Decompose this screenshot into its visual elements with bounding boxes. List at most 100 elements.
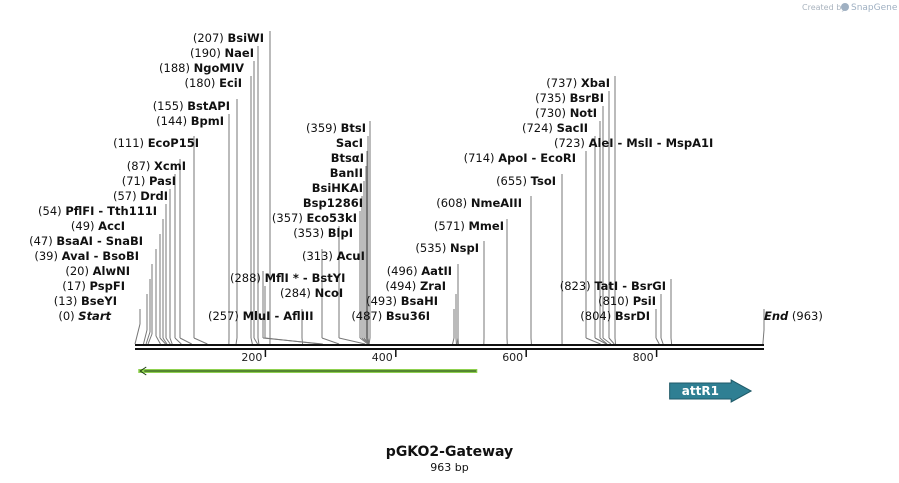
credit-prefix: Created by [802, 3, 846, 12]
site-label[interactable]: (735) BsrBI [535, 91, 604, 105]
site-line [145, 331, 151, 345]
site-line [155, 335, 161, 345]
site-label[interactable]: (737) XbaI [546, 76, 610, 90]
snapgene-credit: Created by SnapGene [802, 3, 898, 13]
site-line [134, 323, 141, 345]
site-label[interactable]: (144) BpmI [156, 114, 224, 128]
site-label[interactable]: (54) PflFI - Tth111I [38, 204, 157, 218]
site-line [585, 337, 601, 345]
site-line [174, 337, 182, 345]
site-line [452, 337, 455, 345]
site-line [359, 337, 369, 345]
site-label[interactable]: SacI [336, 136, 363, 150]
site-label[interactable]: (357) Eco53kI [272, 211, 357, 225]
site-line [159, 337, 167, 345]
site-label[interactable]: (207) BsiWI [193, 31, 264, 45]
plasmid-length: 963 bp [430, 461, 468, 474]
scale-tick-label: 400 [372, 351, 393, 364]
site-label[interactable]: (487) Bsu36I [351, 309, 430, 323]
site-line [660, 337, 664, 345]
site-label[interactable]: (494) ZraI [385, 279, 446, 293]
site-line [169, 337, 173, 345]
site-label[interactable]: (49) AccI [71, 219, 125, 233]
site-line [602, 337, 612, 345]
site-line [594, 337, 607, 345]
site-line [264, 337, 321, 345]
site-labels: (0) Start(13) BseYI(17) PspFI(20) AlwNI(… [29, 31, 823, 323]
site-line [253, 337, 259, 345]
site-line [608, 337, 615, 345]
site-label[interactable]: (39) AvaI - BsoBI [34, 249, 139, 263]
site-label[interactable]: (724) SacII [522, 121, 588, 135]
backbone [135, 344, 764, 350]
site-label[interactable]: (730) NotI [535, 106, 597, 120]
site-label[interactable]: (57) DrdI [113, 189, 168, 203]
site-line [142, 329, 148, 345]
attr1-feature-arrow[interactable]: attR1 [669, 379, 753, 403]
site-label[interactable]: (87) XcmI [127, 159, 186, 173]
features: attR1 [138, 366, 753, 403]
site-label[interactable]: (71) PasI [122, 174, 176, 188]
site-label[interactable]: (284) NcoI [280, 286, 343, 300]
site-label[interactable]: (111) EcoP15I [113, 136, 199, 150]
site-label[interactable]: BtsαI [331, 151, 364, 165]
credit-brand: SnapGene [851, 3, 898, 13]
site-label[interactable]: BsiHKAI [312, 181, 363, 195]
site-label[interactable]: (47) BsaAI - SnaBI [29, 234, 143, 248]
scale-ticks: 200 400 600 800 [241, 350, 658, 364]
site-label[interactable]: (257) MluI - AflIII [208, 309, 314, 323]
site-line [250, 337, 253, 345]
site-line [670, 337, 673, 345]
site-label[interactable]: (180) EciI [185, 76, 243, 90]
site-label[interactable]: (17) PspFI [62, 279, 125, 293]
site-line [162, 337, 168, 345]
site-label[interactable]: (496) AatII [387, 264, 452, 278]
site-label[interactable]: (723) AleI - MslI - MspA1I [554, 136, 713, 150]
site-line [301, 337, 304, 345]
site-label[interactable]: (313) AcuI [302, 249, 365, 263]
site-line [321, 337, 340, 345]
site-line [655, 337, 660, 345]
site-line [147, 333, 153, 345]
site-label[interactable]: (190) NaeI [190, 46, 254, 60]
site-line [193, 337, 208, 345]
site-label[interactable]: (535) NspI [415, 241, 479, 255]
site-line [599, 337, 608, 345]
site-line [762, 329, 765, 345]
site-label[interactable]: (571) MmeI [434, 219, 504, 233]
site-line [235, 337, 238, 345]
reverse-feature-arrow[interactable] [138, 366, 478, 376]
site-label[interactable]: (20) AlwNI [65, 264, 130, 278]
site-line [257, 337, 260, 345]
site-label[interactable]: BanII [330, 166, 363, 180]
site-line [165, 337, 171, 345]
site-label[interactable]: (353) BlpI [293, 226, 353, 240]
scale-tick-label: 600 [502, 351, 523, 364]
site-lines [134, 31, 765, 345]
site-label[interactable]: (359) BtsI [306, 121, 366, 135]
site-line [368, 337, 371, 345]
site-label[interactable]: (155) BstAPI [153, 99, 230, 113]
site-label[interactable]: (823) TatI - BsrGI [560, 279, 666, 293]
site-line [338, 337, 366, 345]
site-label[interactable]: (655) TsoI [496, 174, 556, 188]
site-label[interactable]: (0) Start [58, 309, 111, 323]
site-line [179, 337, 192, 345]
site-label[interactable]: End (963) [764, 309, 823, 323]
site-label[interactable]: (608) NmeAIII [436, 196, 522, 210]
plasmid-title: pGKO2-Gateway [386, 444, 513, 460]
site-label[interactable]: (493) BsaHI [366, 294, 438, 308]
scale-tick-label: 200 [241, 351, 262, 364]
site-label[interactable]: Bsp1286I [303, 196, 363, 210]
site-label[interactable]: (188) NgoMIV [159, 61, 244, 75]
scale-tick-label: 800 [633, 351, 654, 364]
site-line [614, 337, 617, 345]
site-label[interactable]: (288) MflI * - BstYI [230, 271, 345, 285]
snapgene-logo-icon [841, 3, 849, 11]
site-label[interactable]: (714) ApoI - EcoRI [464, 151, 576, 165]
site-label[interactable]: (810) PsiI [598, 294, 656, 308]
site-label[interactable]: (13) BseYI [54, 294, 117, 308]
site-label[interactable]: (804) BsrDI [580, 309, 650, 323]
feature-label: attR1 [682, 384, 719, 398]
